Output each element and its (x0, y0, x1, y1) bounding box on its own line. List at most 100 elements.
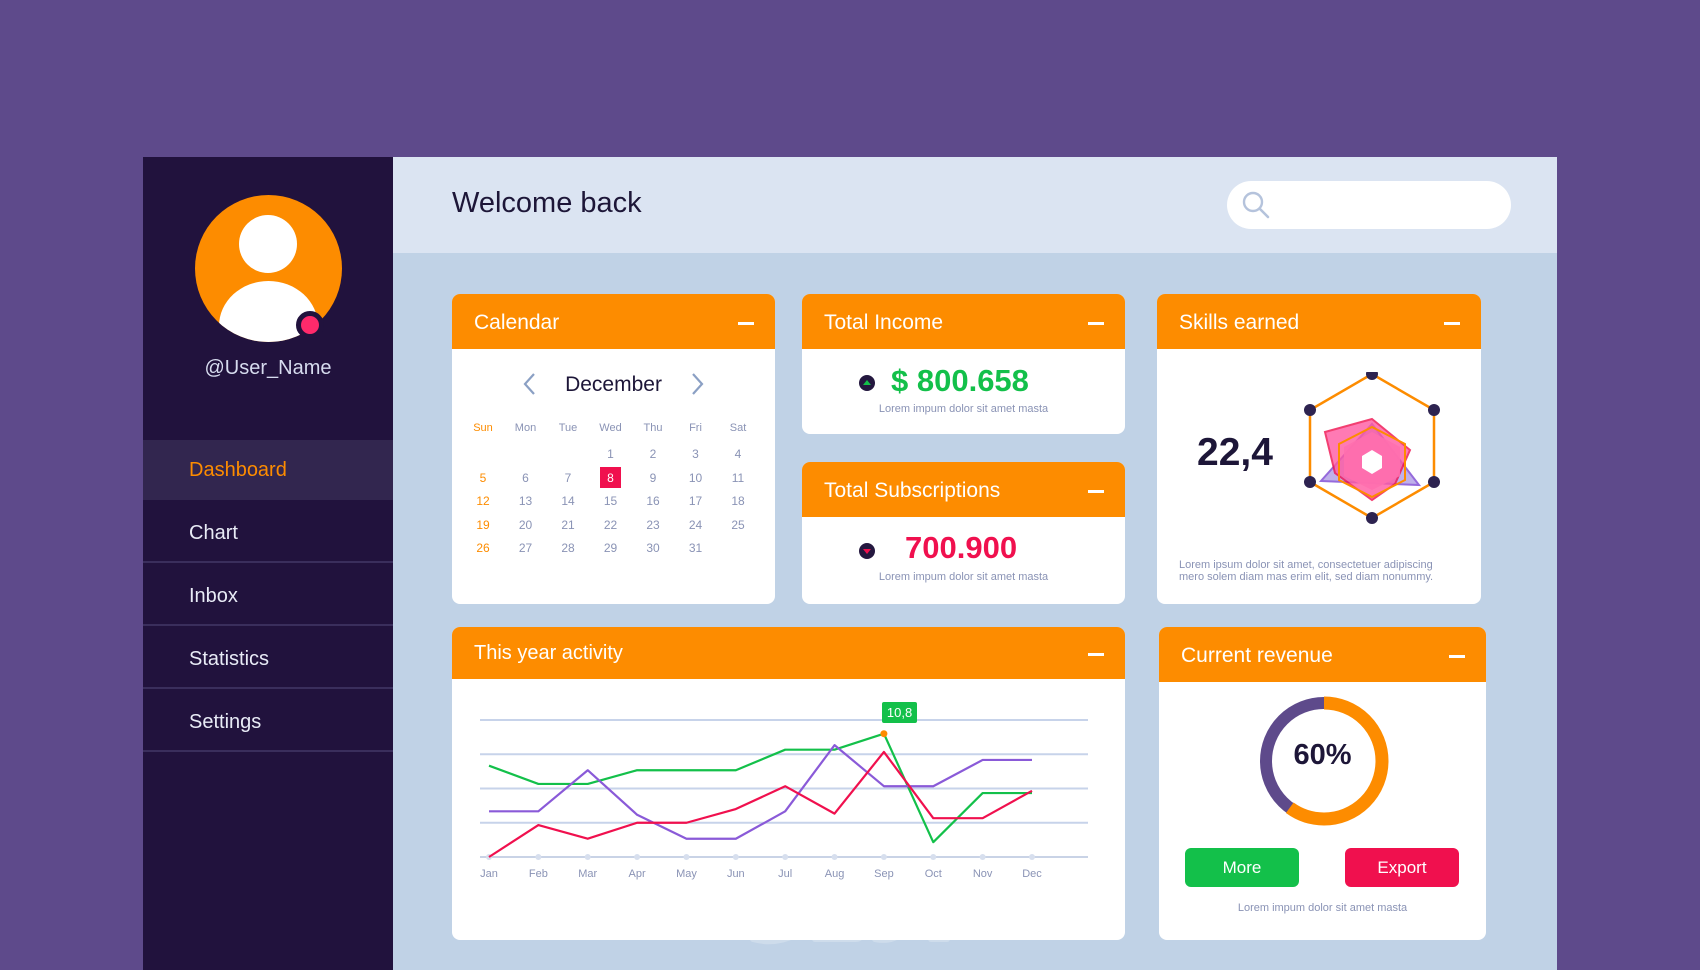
x-tick-label: Mar (578, 868, 598, 880)
calendar-day[interactable]: 2 (649, 447, 657, 461)
calendar-day[interactable]: 15 (603, 494, 618, 508)
sidebar-item-statistics[interactable]: Statistics (143, 629, 393, 689)
search-icon (1242, 191, 1270, 219)
dashboard-window: @User_Name Dashboard Chart Inbox Statist… (143, 157, 1557, 970)
calendar-day[interactable]: 24 (688, 517, 703, 532)
axis-tick (831, 854, 838, 860)
calendar-day[interactable]: 26 (476, 541, 490, 555)
calendar-day[interactable]: 16 (646, 494, 660, 508)
x-tick-label: Sep (874, 868, 894, 880)
minimize-icon[interactable] (1444, 322, 1460, 325)
avatar[interactable] (195, 195, 342, 342)
revenue-percent: 60% (1293, 739, 1352, 771)
calendar-day[interactable]: 9 (649, 470, 657, 485)
sidebar-item-inbox[interactable]: Inbox (143, 566, 393, 626)
x-tick-label: Feb (528, 868, 548, 880)
calendar-day[interactable]: 30 (646, 541, 660, 555)
sidebar-item-settings[interactable]: Settings (143, 692, 393, 752)
calendar-day[interactable]: 31 (688, 541, 703, 555)
total-subscriptions-card: Total Subscriptions 700.900 Lorem impum … (802, 462, 1125, 604)
revenue-donut-fill (1259, 696, 1389, 826)
sidebar-nav: Dashboard Chart Inbox Statistics Setting… (143, 440, 393, 755)
calendar-day[interactable]: 29 (603, 541, 618, 555)
calendar-day[interactable]: 10 (688, 470, 703, 485)
weekday-label: Sun (473, 422, 493, 434)
x-tick-label: Oct (924, 868, 942, 880)
minimize-icon[interactable] (1088, 653, 1104, 656)
axis-tick (880, 854, 887, 860)
chart-tooltip: 10,8 (881, 701, 918, 723)
skills-card: Skills earned 22,4 Lorem ipsum dolor sit… (1157, 294, 1481, 604)
subscriptions-amount: 700.900 (905, 530, 1018, 565)
calendar-day[interactable]: 14 (561, 494, 575, 508)
weekday-label: Thu (643, 422, 663, 434)
main-area: Welcome back Calendar December Sun Mon Tue… (393, 157, 1557, 970)
revenue-card: Current revenue 60% More Export Lorem im… (1159, 627, 1486, 940)
online-status-dot (296, 311, 324, 339)
minimize-icon[interactable] (1088, 490, 1104, 493)
income-title: Total Income (824, 311, 944, 334)
activity-card: This year activity 10,8 Jan Feb Mar Apr May J… (452, 627, 1125, 940)
calendar-day[interactable]: 17 (688, 494, 703, 508)
x-tick-label: Jan (480, 868, 498, 880)
calendar-day[interactable]: 27 (518, 541, 533, 555)
x-tick-label: Aug (824, 868, 845, 880)
calendar-day[interactable]: 11 (731, 470, 745, 485)
calendar-day[interactable]: 7 (564, 470, 572, 485)
trend-up-icon (859, 375, 875, 391)
export-button[interactable]: Export (1345, 848, 1459, 887)
calendar-day[interactable]: 4 (734, 447, 742, 461)
calendar-day[interactable]: 12 (476, 494, 490, 508)
more-button[interactable]: More (1185, 848, 1299, 887)
total-income-card: Total Income $ 800.658 Lorem impum dolor… (802, 294, 1125, 434)
series-line-1 (489, 744, 1032, 840)
calendar-day[interactable]: 20 (518, 517, 533, 532)
selected-day-highlight (600, 466, 621, 488)
calendar-day[interactable]: 13 (518, 494, 533, 508)
subscriptions-title: Total Subscriptions (824, 479, 1001, 502)
axis-tick (979, 854, 986, 860)
calendar-day[interactable]: 28 (561, 541, 575, 555)
watermark-logo (750, 914, 950, 945)
calendar-day[interactable]: 18 (731, 494, 745, 508)
calendar-day[interactable]: 6 (522, 470, 529, 485)
activity-line-chart (480, 719, 1088, 860)
calendar-day[interactable]: 3 (692, 447, 699, 461)
skills-title: Skills earned (1179, 311, 1300, 334)
calendar-day[interactable]: 8 (607, 470, 614, 485)
minimize-icon[interactable] (1449, 655, 1465, 658)
series-line-0 (488, 732, 1032, 844)
page-title: Welcome back (452, 187, 642, 219)
sidebar-item-chart[interactable]: Chart (143, 503, 393, 563)
revenue-donut (1259, 696, 1389, 826)
peak-point[interactable] (880, 730, 888, 738)
weekday-label: Tue (558, 422, 578, 434)
chevron-right-icon[interactable] (689, 372, 705, 402)
calendar-day[interactable]: 1 (607, 447, 614, 461)
skills-value: 22,4 (1197, 431, 1273, 474)
calendar-day[interactable]: 5 (479, 470, 487, 485)
sidebar-item-dashboard[interactable]: Dashboard (143, 440, 393, 500)
weekday-label: Wed (599, 422, 622, 434)
axis-tick (1029, 854, 1035, 860)
minimize-icon[interactable] (738, 322, 754, 325)
sidebar: @User_Name Dashboard Chart Inbox Statist… (143, 157, 393, 970)
calendar-day[interactable]: 23 (646, 517, 660, 532)
calendar-day[interactable]: 21 (561, 517, 575, 532)
search-input[interactable] (1227, 181, 1511, 229)
calendar-day[interactable]: 19 (476, 517, 490, 532)
calendar-card: Calendar December Sun Mon Tue Wed Thu Fri Sat 1… (452, 294, 775, 604)
income-amount: $ 800.658 (891, 363, 1029, 398)
minimize-icon[interactable] (1088, 322, 1104, 325)
axis-tick (683, 854, 690, 860)
chevron-left-icon[interactable] (522, 372, 538, 402)
axis-tick (634, 854, 641, 860)
series-line-2 (488, 750, 1033, 858)
x-tick-label: May (676, 868, 697, 880)
calendar-day[interactable]: 25 (731, 517, 745, 532)
x-tick-label: Jul (778, 868, 793, 880)
calendar-day[interactable]: 22 (603, 517, 618, 532)
radar-chart (1304, 372, 1440, 524)
income-caption: Lorem impum dolor sit amet masta (878, 403, 1049, 415)
axis-tick (930, 854, 937, 860)
